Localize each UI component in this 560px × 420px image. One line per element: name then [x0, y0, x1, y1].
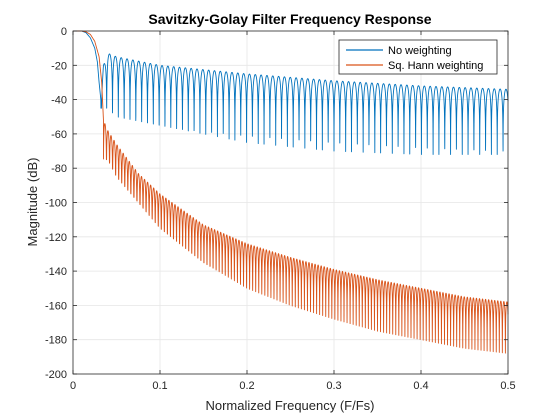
y-tick-label: -180 [45, 335, 67, 347]
legend: No weighting Sq. Hann weighting [338, 39, 498, 75]
x-tick-label: 0 [70, 380, 76, 392]
y-tick-label: -140 [45, 266, 67, 278]
series-line-no-weighting [72, 30, 509, 155]
y-tick-label: -40 [51, 95, 67, 107]
y-axis-label: Magnitude (dB) [25, 158, 40, 247]
ticks: 0 0.1 0.2 0.3 0.4 0.5 0 -20 -40 -60 -80 -100 -120 -14… [45, 26, 516, 392]
series-line-sq-hann-weighting [72, 30, 509, 354]
x-tick-label: 0.1 [152, 380, 167, 392]
legend-label-no-weighting: No weighting [388, 45, 452, 57]
y-tick-label: -200 [45, 369, 67, 381]
y-tick-label: -20 [51, 60, 67, 72]
x-axis-label: Normalized Frequency (F/Fs) [205, 398, 374, 413]
x-tick-label: 0.2 [239, 380, 254, 392]
data-lines [72, 30, 509, 354]
x-tick-label: 0.5 [500, 380, 515, 392]
y-tick-label: -100 [45, 198, 67, 210]
y-tick-label: 0 [61, 26, 67, 38]
x-tick-label: 0.3 [326, 380, 341, 392]
y-tick-label: -60 [51, 129, 67, 141]
legend-box [338, 39, 498, 75]
x-tick-label: 0.4 [413, 380, 428, 392]
y-tick-label: -120 [45, 232, 67, 244]
y-tick-label: -80 [51, 163, 67, 175]
legend-label-sq-hann-weighting: Sq. Hann weighting [388, 60, 483, 72]
y-tick-label: -160 [45, 300, 67, 312]
chart-title: Savitzky-Golay Filter Frequency Response [148, 11, 431, 27]
